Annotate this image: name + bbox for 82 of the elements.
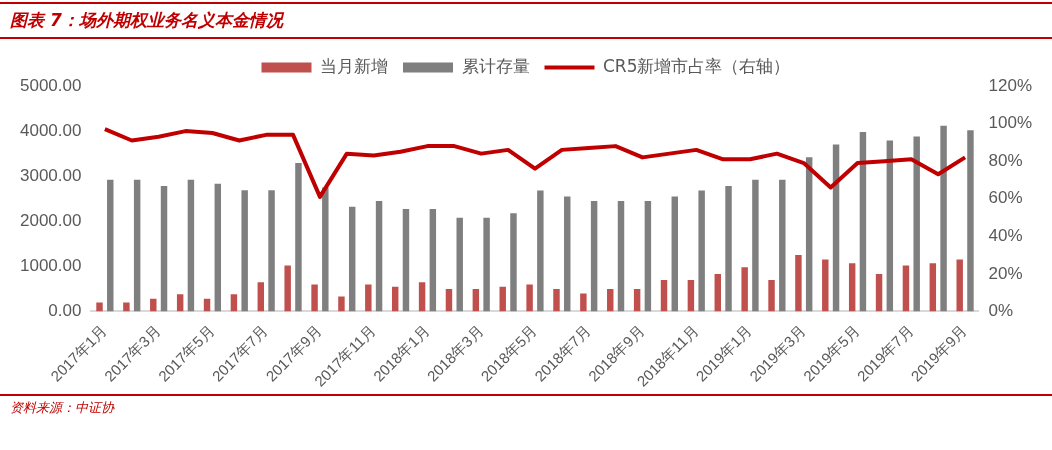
bar [590, 200, 598, 312]
bar [402, 209, 410, 312]
y-tick-label: 3000.00 [20, 165, 82, 185]
bar [348, 206, 356, 312]
bar [230, 294, 238, 312]
bar [526, 284, 533, 312]
bar [929, 263, 937, 312]
bar [241, 190, 248, 312]
bar [902, 265, 910, 312]
y2-tick-label: 60% [988, 188, 1023, 208]
bar [107, 179, 114, 312]
bar [660, 279, 668, 312]
bar [123, 302, 130, 312]
y-tick-label: 1000.00 [20, 256, 82, 276]
bar [617, 200, 625, 312]
bar [779, 179, 786, 312]
bar [795, 255, 802, 312]
bar [160, 186, 168, 312]
bar [687, 279, 695, 312]
bar [268, 190, 275, 312]
bar [698, 190, 705, 312]
y2-tick-label: 80% [988, 150, 1023, 170]
bar [133, 179, 141, 312]
bar [940, 125, 947, 312]
bar [391, 286, 399, 312]
text: 资料来源：中证协 [0, 394, 1052, 420]
bar [375, 200, 383, 312]
bar [96, 302, 103, 312]
bar [365, 284, 372, 312]
bar [510, 213, 517, 312]
bar [725, 186, 732, 312]
bar [418, 282, 426, 312]
bar [537, 190, 544, 312]
bar [859, 131, 867, 312]
bar [472, 288, 480, 312]
bar [257, 282, 265, 312]
bar [553, 288, 560, 312]
bar [445, 288, 453, 312]
y-tick-label: 4000.00 [20, 120, 82, 140]
bar [483, 217, 490, 312]
y2-tick-label: 40% [988, 225, 1023, 245]
bar [967, 130, 974, 312]
bar [499, 286, 506, 312]
bar [187, 179, 195, 312]
bar [295, 163, 302, 312]
bar [176, 294, 184, 312]
y2-tick-label: 120% [988, 75, 1032, 95]
bar [671, 196, 678, 312]
bar [741, 267, 748, 312]
bar [822, 259, 829, 312]
bar [768, 279, 775, 312]
y-tick-label: 5000.00 [20, 75, 82, 95]
legend-label: CR5新增市占率（右轴） [603, 55, 791, 76]
bar [956, 259, 963, 312]
y2-tick-label: 100% [988, 113, 1032, 133]
bar [214, 183, 222, 312]
y2-tick-label: 0% [988, 301, 1014, 321]
bar [644, 200, 652, 312]
bar [150, 298, 157, 312]
bar [564, 196, 571, 312]
bar [752, 179, 759, 312]
chart-title: 图表 7：场外期权业务名义本金情况 [0, 2, 1052, 39]
bar [848, 263, 856, 312]
bar [633, 288, 641, 312]
y-tick-label: 0.00 [48, 301, 82, 321]
legend-label: 累计存量 [461, 55, 530, 76]
bar [805, 157, 813, 312]
y2-tick-label: 20% [988, 263, 1023, 283]
bar [338, 296, 345, 312]
bar [714, 274, 721, 312]
bar [284, 265, 291, 312]
bar [580, 293, 587, 312]
bar [429, 209, 437, 312]
legend-label: 当月新增 [320, 55, 388, 76]
bar [913, 136, 920, 312]
bar [875, 274, 883, 312]
bar [456, 217, 463, 312]
bar [607, 288, 614, 312]
bar [886, 140, 894, 312]
y-tick-label: 2000.00 [20, 210, 82, 230]
bar [311, 284, 318, 312]
bar [322, 187, 329, 312]
